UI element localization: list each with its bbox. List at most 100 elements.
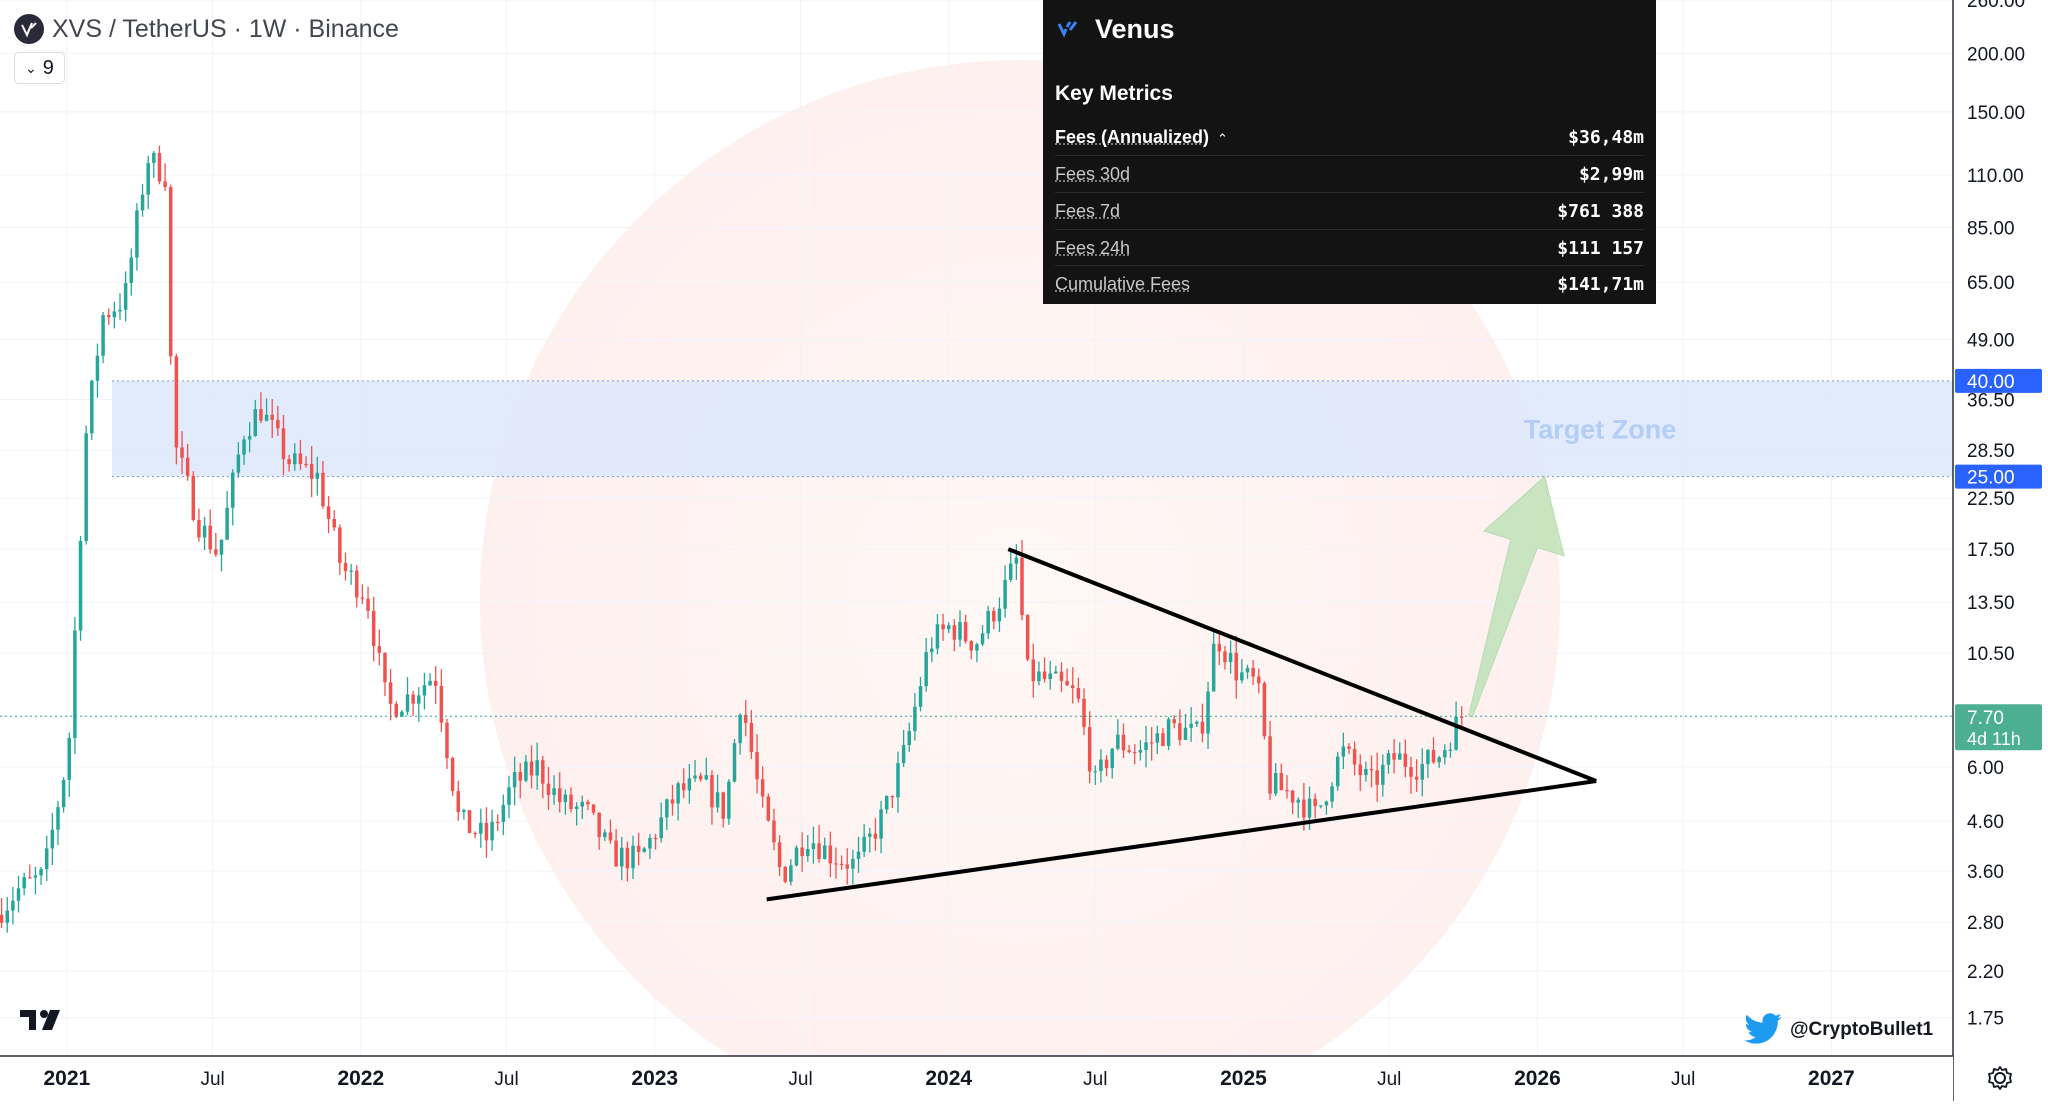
- candle-body: [1172, 719, 1176, 724]
- candle-body: [0, 914, 4, 923]
- chart-settings-gear-icon[interactable]: [1986, 1064, 2014, 1092]
- candle-body: [78, 540, 83, 631]
- candle-body: [467, 810, 472, 834]
- candle-body: [935, 624, 940, 649]
- candle-body: [129, 257, 134, 284]
- candle-body: [563, 794, 568, 803]
- candle-body: [682, 783, 686, 791]
- candle-body: [157, 153, 162, 182]
- candle-body: [879, 809, 883, 839]
- candle-body: [749, 722, 754, 752]
- price-tick-label: 22.50: [1967, 489, 2015, 510]
- candle-body: [1426, 750, 1430, 765]
- candle-body: [1330, 786, 1334, 802]
- candle-body: [298, 453, 303, 464]
- time-tick-label: 2027: [1808, 1067, 1855, 1090]
- candle-body: [202, 525, 207, 538]
- metric-value: $2,99m: [1578, 163, 1644, 185]
- candle-body: [710, 775, 714, 808]
- candle-body: [135, 210, 139, 258]
- candle-body: [1358, 764, 1363, 776]
- candle-body: [304, 463, 308, 466]
- price-tick-label: 28.50: [1967, 441, 2015, 462]
- panel-section-title: Key Metrics: [1055, 82, 1173, 105]
- triangle-lower-trendline[interactable]: [766, 779, 1597, 902]
- candle-body: [1014, 557, 1019, 564]
- candle-body: [896, 763, 900, 798]
- author-handle: @CryptoBullet1: [1790, 1019, 1934, 1040]
- metric-label[interactable]: Fees 7d: [1055, 200, 1121, 221]
- triangle-upper-trendline[interactable]: [1007, 547, 1597, 783]
- candle-body: [259, 409, 263, 421]
- candle-body: [619, 847, 624, 867]
- candle-body: [541, 760, 545, 784]
- candle-body: [377, 646, 382, 653]
- candle-body: [659, 817, 663, 839]
- candle-body: [1065, 680, 1069, 686]
- candle-body: [236, 454, 241, 473]
- candle-body: [1138, 749, 1143, 753]
- candle-body: [760, 779, 765, 797]
- candle-body: [518, 772, 523, 781]
- candle-body: [90, 380, 94, 434]
- metric-row[interactable]: Fees (Annualized) ⌃ $36,48m: [1055, 119, 1644, 155]
- candle-body: [84, 433, 88, 541]
- candle-body: [1087, 727, 1092, 772]
- candle-body: [112, 311, 117, 318]
- candle-body: [546, 783, 551, 796]
- symbol-header[interactable]: XVS / TetherUS · 1W · Binance: [14, 12, 399, 46]
- candle-body: [1189, 723, 1193, 728]
- candle-body: [1149, 742, 1154, 744]
- candle-body: [1290, 790, 1295, 803]
- candle-body: [101, 315, 105, 356]
- candle-body: [1166, 719, 1171, 746]
- candle-body: [191, 475, 196, 520]
- time-tick-label: Jul: [1083, 1069, 1107, 1090]
- candle-body: [975, 644, 979, 651]
- chevron-up-icon[interactable]: ⌃: [1217, 130, 1228, 146]
- candle-body: [1454, 716, 1458, 750]
- candle-body: [884, 795, 889, 810]
- candle-body: [952, 625, 957, 640]
- candle-body: [1324, 801, 1329, 806]
- candle-body: [1003, 579, 1007, 609]
- candle-body: [411, 694, 415, 704]
- candle-body: [986, 610, 990, 634]
- candle-body: [1200, 721, 1205, 734]
- zone-price-tag: [1955, 368, 2042, 393]
- metric-label[interactable]: Fees (Annualized): [1055, 126, 1210, 147]
- candle-body: [433, 680, 438, 687]
- metric-label[interactable]: Fees 30d: [1055, 163, 1131, 184]
- candle-body: [264, 414, 269, 421]
- candle-body: [231, 472, 235, 508]
- candle-body: [185, 457, 190, 476]
- candle-body: [417, 695, 421, 704]
- metric-label[interactable]: Fees 24h: [1055, 237, 1131, 258]
- xvs-logo-icon: [14, 14, 44, 44]
- candle-body: [1042, 671, 1047, 680]
- candle-body: [1116, 734, 1120, 749]
- indicators-toggle-button[interactable]: ⌄ 9: [14, 52, 65, 84]
- candle-body: [1240, 672, 1244, 681]
- candle-countdown-label: 4d 11h: [1967, 729, 2021, 749]
- candle-body: [693, 775, 697, 779]
- metric-row: Fees 30d $2,99m: [1055, 155, 1644, 192]
- candle-body: [980, 633, 985, 645]
- price-tick-label: 3.60: [1967, 862, 2004, 883]
- candle-body: [394, 703, 398, 717]
- candle-body: [1437, 757, 1441, 763]
- candle-body: [118, 309, 122, 312]
- candle-body: [845, 864, 849, 869]
- candle-body: [287, 459, 291, 465]
- candle-body: [439, 686, 444, 723]
- candle-body: [479, 822, 483, 834]
- candle-body: [777, 842, 782, 868]
- candle-body: [828, 845, 833, 864]
- candle-body: [625, 847, 630, 869]
- candle-body: [33, 875, 38, 878]
- candle-body: [405, 694, 410, 712]
- candle-body: [1313, 798, 1317, 807]
- metric-label[interactable]: Cumulative Fees: [1055, 273, 1191, 294]
